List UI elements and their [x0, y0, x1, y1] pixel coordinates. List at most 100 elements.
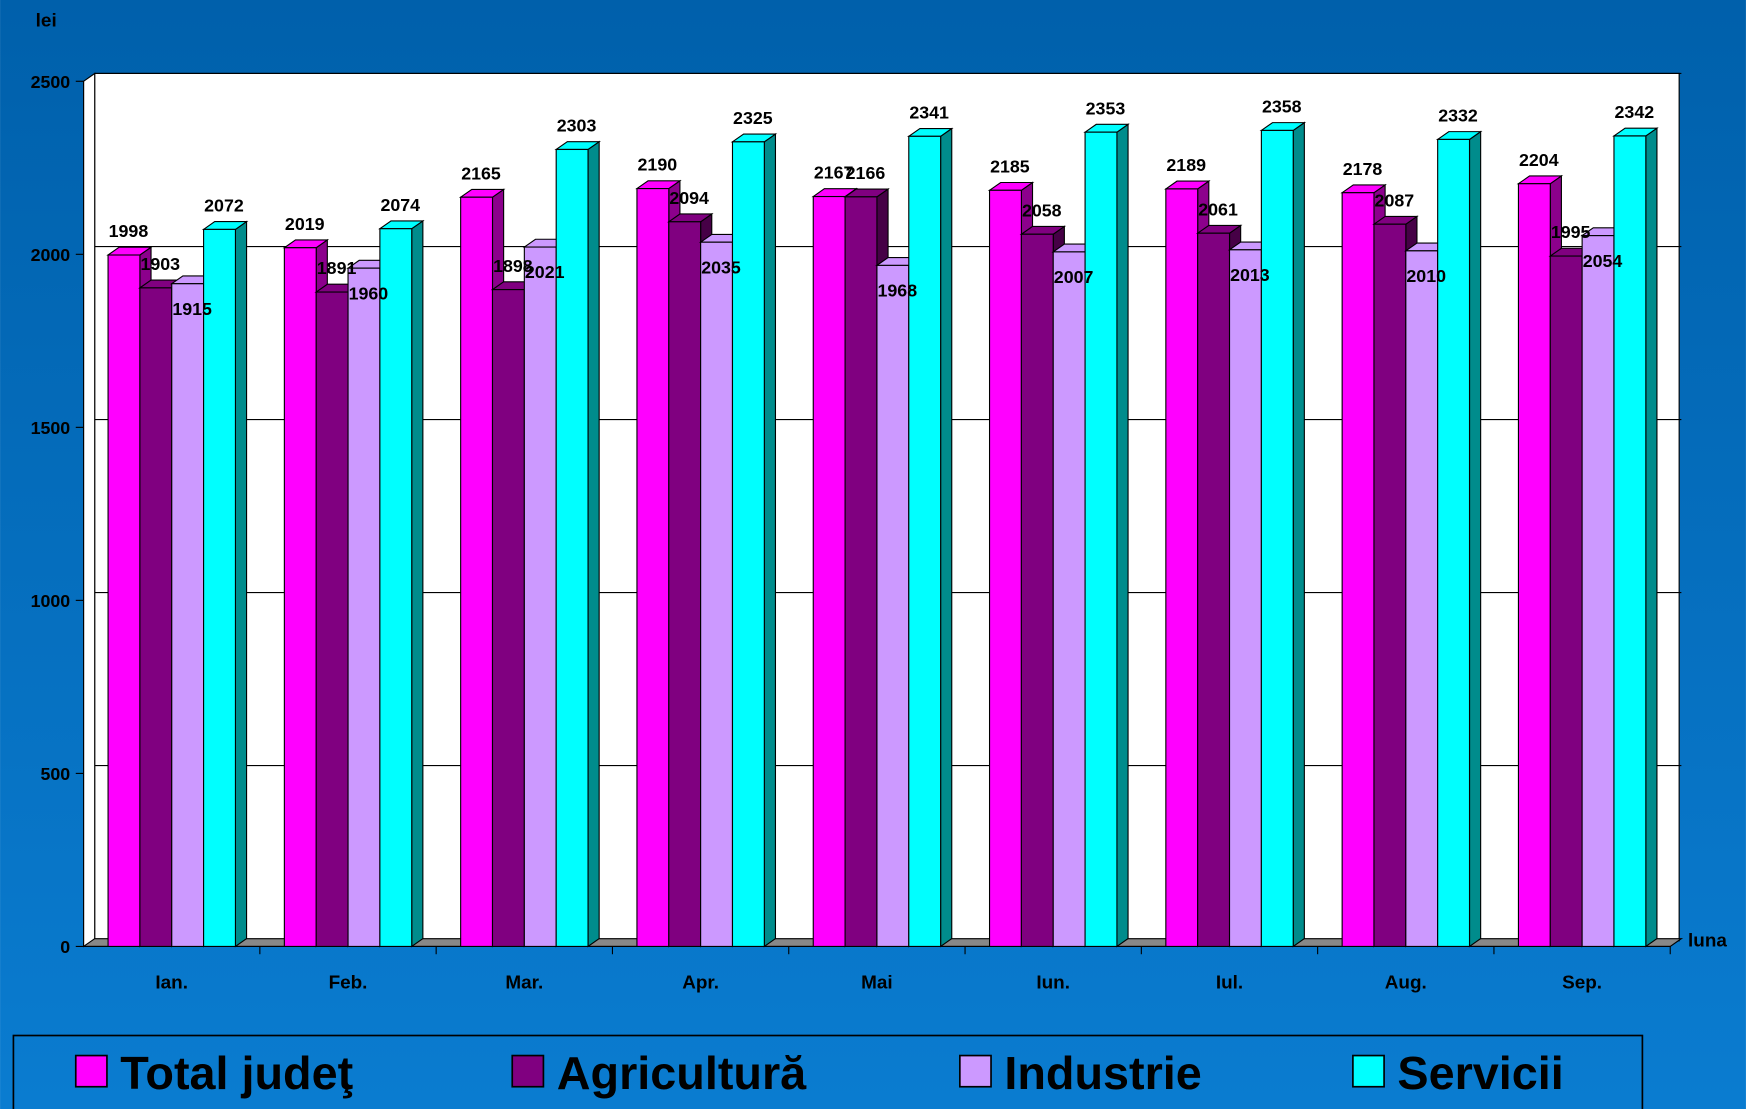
value-label: 1891 — [317, 258, 357, 278]
bar — [1437, 138, 1471, 947]
value-label: 2189 — [1166, 155, 1206, 175]
value-label: 1995 — [1551, 222, 1591, 242]
x-tick-label: Feb. — [329, 973, 368, 994]
bar — [812, 195, 846, 947]
value-label: 2303 — [557, 116, 597, 136]
x-tick-label: Sep. — [1562, 973, 1602, 994]
bar — [491, 289, 525, 947]
bar — [523, 246, 557, 947]
legend-label: Total judeţ — [120, 1047, 353, 1099]
bar — [1020, 233, 1054, 947]
bar-side-shade — [1645, 128, 1657, 947]
x-tick-label: Ian. — [155, 973, 188, 994]
legend-swatch — [959, 1054, 992, 1088]
bar-side-shade — [588, 141, 600, 947]
value-label: 2185 — [990, 156, 1030, 176]
value-label: 1903 — [140, 254, 180, 274]
bar — [139, 287, 173, 947]
legend-swatch — [1352, 1054, 1385, 1088]
bar — [1405, 250, 1439, 947]
bar — [379, 228, 413, 947]
y-tick-label: 2000 — [31, 245, 71, 265]
legend-swatch — [511, 1054, 545, 1088]
value-label: 2353 — [1086, 98, 1126, 118]
value-label: 1998 — [109, 221, 149, 241]
y-tick-label: 2500 — [31, 72, 71, 92]
bar — [1341, 192, 1375, 947]
value-label: 2342 — [1615, 102, 1655, 122]
bar-side-shade — [940, 128, 952, 947]
value-label: 2007 — [1054, 267, 1094, 287]
value-label: 2061 — [1198, 199, 1238, 219]
legend — [12, 1034, 1644, 1109]
value-label: 2178 — [1343, 159, 1383, 179]
bar — [315, 291, 349, 947]
y-axis-title: lei — [36, 11, 57, 32]
x-tick-label: Iul. — [1216, 973, 1243, 994]
value-label: 2087 — [1375, 190, 1415, 210]
value-label: 2341 — [909, 102, 949, 122]
x-tick-label: Mai — [861, 973, 893, 994]
x-tick-label: Apr. — [682, 973, 719, 994]
value-label: 2054 — [1583, 251, 1623, 271]
value-label: 1915 — [172, 299, 212, 319]
bar — [1260, 129, 1294, 947]
value-label: 2332 — [1438, 106, 1478, 126]
bar — [1373, 223, 1407, 947]
y-tick-label: 1000 — [31, 591, 71, 611]
value-label: 2190 — [638, 155, 678, 175]
bar — [1613, 135, 1647, 947]
bar — [844, 196, 878, 947]
bar — [283, 247, 317, 947]
bar — [171, 283, 205, 947]
bar — [203, 228, 236, 947]
legend-label: Servicii — [1397, 1047, 1563, 1099]
bar — [636, 188, 670, 947]
value-label: 2010 — [1406, 266, 1446, 286]
value-label: 2165 — [461, 163, 501, 183]
value-label: 2358 — [1262, 97, 1302, 117]
value-label: 2094 — [669, 188, 709, 208]
bar-side-shade — [411, 220, 423, 947]
bar-side-shade — [235, 221, 247, 947]
bar — [876, 264, 910, 947]
bar-side-shade — [764, 134, 776, 947]
y-tick-label: 1500 — [31, 418, 71, 438]
bar — [1228, 249, 1262, 947]
bar-side-shade — [1469, 131, 1481, 947]
bar — [700, 241, 734, 947]
value-label: 1898 — [493, 256, 533, 276]
bar — [668, 221, 702, 947]
value-label: 2325 — [733, 108, 773, 128]
bar — [555, 148, 589, 947]
value-label: 2058 — [1022, 200, 1062, 220]
bar — [460, 196, 494, 947]
legend-swatch — [74, 1054, 108, 1088]
value-label: 2072 — [204, 196, 244, 216]
bar — [988, 189, 1022, 947]
bar — [1197, 232, 1231, 947]
x-tick-label: Mar. — [505, 973, 543, 994]
value-label: 1960 — [349, 283, 389, 303]
x-axis-title: luna — [1688, 930, 1727, 951]
value-label: 2167 — [814, 163, 854, 183]
bar-side-shade — [1116, 124, 1129, 947]
bar — [1165, 188, 1199, 947]
bar — [1549, 255, 1583, 947]
bar — [1581, 235, 1615, 947]
bar — [731, 141, 765, 947]
value-label: 2019 — [285, 214, 325, 234]
bar-side-shade — [1293, 122, 1305, 947]
value-label: 2013 — [1230, 265, 1270, 285]
x-tick-label: Aug. — [1385, 973, 1427, 994]
y-tick-label: 0 — [60, 937, 70, 957]
bar — [908, 135, 942, 947]
value-label: 2166 — [846, 163, 886, 183]
x-tick-label: Iun. — [1036, 973, 1070, 994]
bar — [1517, 183, 1551, 947]
value-label: 1968 — [878, 281, 918, 301]
bar — [1084, 131, 1118, 947]
value-label: 2204 — [1519, 150, 1559, 170]
legend-label: Agricultură — [557, 1047, 807, 1099]
